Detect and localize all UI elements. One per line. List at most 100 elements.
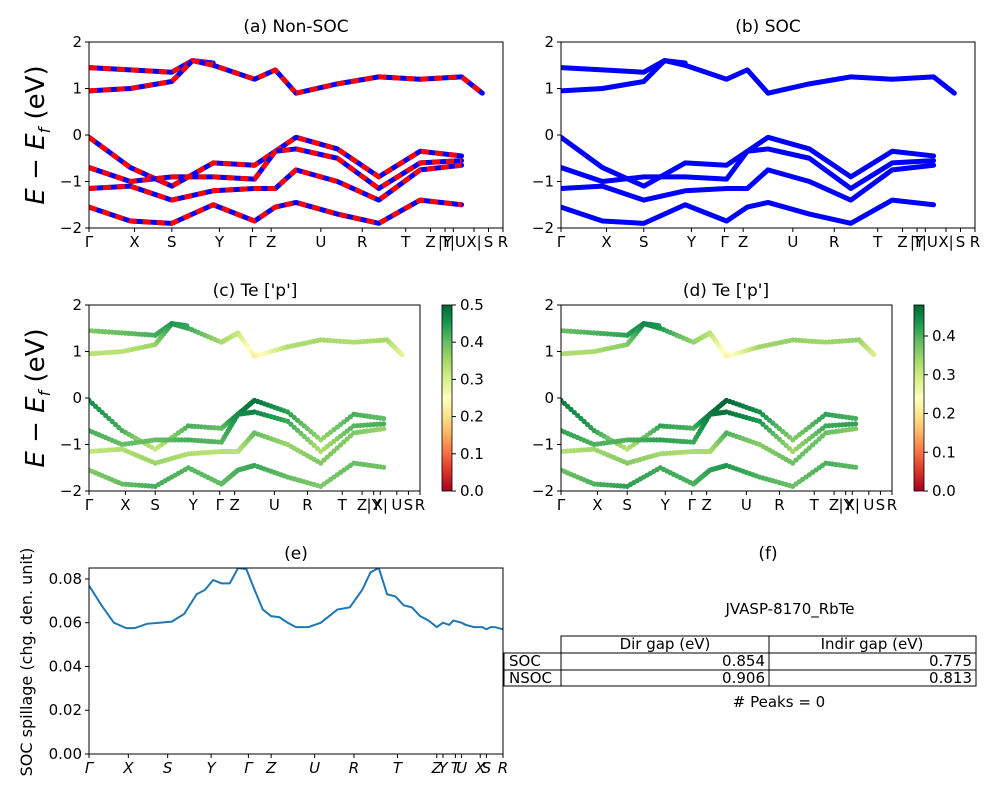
x-tick-label: Z [425, 233, 435, 251]
colorbar-tick-label: 0.3 [932, 366, 956, 384]
y-tick-label: 1 [72, 343, 82, 361]
x-tick-label: S [150, 496, 160, 514]
colorbar-tick-label: 0.5 [460, 296, 484, 314]
panel-a-title: (a) Non-SOC [243, 17, 348, 37]
x-tick-label: U [309, 759, 320, 777]
x-tick-label: R [357, 233, 367, 251]
scatter-point [780, 439, 786, 446]
y-tick-label: 1 [544, 343, 554, 361]
x-tick-label: X| [466, 233, 481, 251]
x-tick-label: Γ [216, 496, 225, 514]
ylabel-e-symbol: E [21, 451, 51, 468]
scatter-point [852, 426, 859, 432]
y-tick-label: −1 [532, 173, 554, 191]
scatter-point [308, 439, 314, 446]
x-tick-label: U [391, 496, 402, 514]
panel-d-plot-area: 210−1−2Γ X S Y Γ Z U R T Z |YX| U S R [532, 296, 897, 514]
ylabel-ef-symbol: E [21, 396, 51, 413]
x-tick-label: T [337, 496, 348, 514]
x-tick-label: Γ [557, 496, 566, 514]
x-tick-label: R [498, 759, 508, 777]
scatter-point [344, 436, 350, 442]
x-tick-label: R [970, 233, 980, 251]
panel-c-ylabel: E − Ef (eV) [21, 328, 54, 467]
scatter-point [347, 433, 354, 439]
band-line-2 [765, 74, 957, 96]
scatter-point [291, 424, 297, 430]
x-tick-label: Γ [248, 233, 257, 251]
table-row-label: SOC [509, 652, 541, 670]
x-tick-label: Z [829, 496, 839, 514]
scatter-point [770, 430, 776, 436]
scatter-point [757, 418, 763, 424]
x-tick-label: U [315, 233, 326, 251]
scatter-point [96, 406, 102, 412]
scatter-point [786, 445, 792, 452]
scatter-point [341, 439, 347, 445]
panel-c-te-p: (c) Te ['p'] E − Ef (eV) 210−1−2Γ X S Y Γ Z U R… [21, 281, 484, 514]
scatter-point [816, 436, 822, 442]
x-tick-label: T [872, 233, 883, 251]
bands [89, 58, 485, 226]
band-line-dashed-4 [89, 146, 462, 191]
panel-b-title: (b) SOC [735, 17, 801, 37]
y-tick-label: −1 [60, 173, 82, 191]
scatter-point [294, 427, 301, 433]
scatter-point [288, 421, 294, 427]
panel-e-plot-area: 0.080.060.040.020.00Γ X S Y Γ Z U R T ZY TU XS R [49, 567, 508, 777]
x-tick-label: S [622, 496, 632, 514]
band-line-dashed-1 [89, 58, 298, 95]
panel-a-non-soc: (a) Non-SOC E − Ef (eV) 210−1−2Γ X S Y Γ Z U R T… [21, 17, 508, 251]
x-tick-label: X| [938, 233, 953, 251]
x-tick-label: Γ [85, 233, 94, 251]
band-line-5 [561, 162, 937, 203]
scatter-point [760, 421, 766, 427]
scatter-point [581, 418, 587, 425]
x-tick-label: X| [373, 496, 388, 514]
axes-frame [88, 567, 504, 755]
scatter-point [588, 424, 594, 431]
x-tick-label: Z [897, 233, 907, 251]
scatter-point [776, 436, 783, 442]
colorbar-tick-label: 0.4 [932, 327, 956, 345]
panel-c-title: (c) Te ['p'] [213, 281, 298, 301]
scatter-point [380, 421, 387, 427]
x-tick-label: X [592, 496, 602, 514]
x-tick-label: Z [431, 759, 443, 777]
ylabel-ef-symbol: E [21, 133, 51, 150]
scatter-point [852, 415, 859, 422]
x-tick-label: T [400, 233, 411, 251]
y-tick-label: 0 [72, 389, 82, 407]
x-tick-label: R [774, 496, 784, 514]
x-tick-label: R [302, 496, 312, 514]
y-tick-label: 0.06 [49, 614, 82, 632]
table-cell-value: 0.775 [929, 652, 972, 670]
x-tick-label: Z [229, 496, 239, 514]
table-cell [768, 669, 977, 687]
colorbar-tick-label: 0.0 [460, 482, 484, 500]
scatter-point [331, 448, 337, 454]
scatter-point [314, 445, 320, 452]
y-tick-label: 2 [72, 296, 82, 314]
scatter-point [796, 454, 802, 460]
x-tick-label: T|U [912, 233, 938, 251]
panel-c-plot-area: 210−1−2Γ X S Y Γ Z U R T Z |YX| U S R [60, 296, 425, 514]
y-tick-label: 2 [544, 296, 554, 314]
scatter-point [399, 351, 405, 358]
x-tick-label: Y [438, 759, 449, 777]
y-tick-label: −2 [532, 219, 554, 237]
panel-d-colorbar: 0.0 0.1 0.2 0.3 0.4 [913, 304, 956, 500]
table-header-dir: Dir gap (eV) [620, 635, 711, 653]
scatter-point [93, 403, 99, 409]
x-tick-label: Γ [720, 233, 729, 251]
x-tick-label: X [474, 759, 486, 777]
x-tick-label: Γ [557, 233, 566, 251]
y-tick-label: −1 [532, 436, 554, 454]
x-tick-label: Γ [688, 496, 697, 514]
scatter-point [102, 412, 109, 419]
scatter-point [99, 409, 105, 416]
x-tick-label: R [498, 233, 508, 251]
x-tick-label: Γ [85, 496, 94, 514]
scatter-point [380, 464, 387, 470]
x-tick-label: U [863, 496, 874, 514]
